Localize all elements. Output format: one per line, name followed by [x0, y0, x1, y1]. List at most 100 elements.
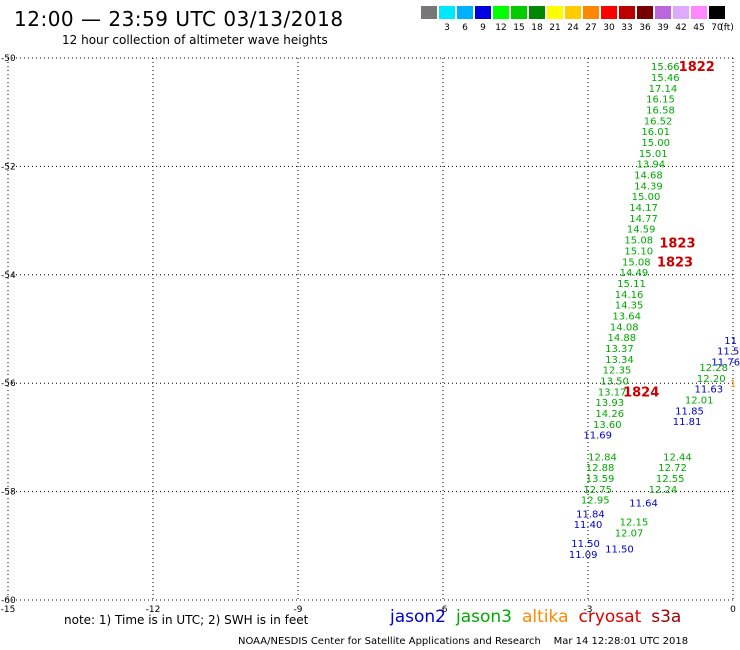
x-tick-label: -9 [294, 605, 303, 615]
wave-height-label-jason3: 13.94 [637, 160, 666, 171]
wave-height-label-jason3: 15.46 [651, 73, 680, 84]
legend-entry-jason2: jason2 [390, 607, 446, 627]
wave-height-label-jason3: 14.39 [634, 181, 663, 192]
colorbar-label: 6 [462, 23, 468, 33]
wave-height-label-jason2: 11.63 [695, 385, 724, 396]
pass-time-label: 1822 [679, 60, 715, 75]
wave-height-label-jason3: 12.95 [581, 496, 610, 507]
legend: jason2 jason3 altika cryosat s3a [390, 607, 691, 627]
legend-entry-altika: altika [522, 607, 569, 627]
colorbar-swatch [511, 6, 527, 19]
wave-height-label-jason3: 16.01 [641, 127, 670, 138]
wave-height-label-jason3: 12.72 [658, 463, 687, 474]
wave-height-label-jason3: 12.28 [699, 363, 728, 374]
colorbar-swatch [529, 6, 545, 19]
wave-height-label-jason3: 12.75 [583, 485, 612, 496]
wave-height-label-jason3: 14.26 [595, 409, 624, 420]
wave-height-label-jason3: 16.58 [646, 105, 675, 116]
wave-height-label-jason3: 13.59 [586, 474, 615, 485]
colorbar-label: 12 [495, 23, 507, 33]
y-tick-label: -52 [1, 162, 16, 172]
colorbar-swatch [565, 6, 581, 19]
wave-height-label-jason3: 15.08 [624, 236, 653, 247]
wave-height-label-jason3: 15.11 [617, 279, 646, 290]
colorbar-label: 27 [585, 23, 597, 33]
wave-height-label-jason3: 13.60 [593, 420, 622, 431]
colorbar-label: 36 [639, 23, 651, 33]
tick-layer: -50 -52 -54 -56 -58 -60-15 -12 -9 -6 -3 0 [1, 54, 736, 615]
annotation-layer: 1822 1823 1823 1824 [623, 60, 715, 400]
wave-height-label-jason3: 12.88 [586, 463, 615, 474]
wave-height-label-jason2: 11.81 [673, 417, 702, 428]
wave-height-label-jason3: 15.00 [632, 192, 661, 203]
wave-height-label-jason3: 16.52 [644, 116, 673, 127]
x-tick-label: -15 [1, 605, 16, 615]
grid-layer [7, 57, 734, 601]
pass-time-label: 1823 [657, 255, 693, 270]
legend-entry-s3a: s3a [651, 607, 682, 627]
chart-title: 12:00 — 23:59 UTC 03/13/2018 [14, 7, 344, 31]
wave-height-label-jason2: 11 [724, 336, 737, 347]
colorbar-swatch [673, 6, 689, 19]
colorbar-label: 45 [693, 23, 705, 33]
wave-height-label-jason2: 11.50 [571, 539, 600, 550]
wave-height-label-jason3: 13.93 [595, 398, 624, 409]
colorbar-swatch [691, 6, 707, 19]
wave-height-label-jason2: 11.69 [583, 431, 612, 442]
colorbar-label: 39 [657, 23, 669, 33]
wave-height-label-jason3: 12.55 [656, 474, 685, 485]
y-tick-label: -56 [1, 379, 16, 389]
wave-height-label-jason2: 11.40 [574, 520, 603, 531]
wave-height-label-jason3: 12.01 [685, 395, 714, 406]
wave-height-label-jason3: 14.88 [608, 333, 637, 344]
wave-height-label-jason3: 13.17 [598, 387, 627, 398]
colorbar-label: 70 [711, 23, 723, 33]
x-tick-label: -6 [439, 605, 448, 615]
wave-height-label-jason3: 12.07 [615, 528, 644, 539]
wave-height-label-jason2: 11.76 [711, 358, 740, 369]
x-tick-label: -12 [146, 605, 161, 615]
colorbar-swatch [709, 6, 725, 19]
colorbar-swatch [439, 6, 455, 19]
wave-height-label-jason2: 11.5 [717, 347, 739, 358]
pass-time-label: 1824 [623, 385, 659, 400]
wave-height-label-jason3: 12.20 [697, 374, 726, 385]
wave-height-label-jason3: 12.24 [649, 485, 678, 496]
footnote: note: 1) Time is in UTC; 2) SWH is in fe… [64, 613, 309, 627]
wave-height-label-jason3: 15.01 [639, 149, 668, 160]
wave-height-label-jason3: 12.84 [588, 452, 617, 463]
colorbar-swatch [475, 6, 491, 19]
y-tick-label: -58 [1, 488, 16, 498]
colorbar-label: 33 [621, 23, 633, 33]
wave-height-label-jason3: 13.50 [600, 376, 629, 387]
wave-height-label-jason3: 14.08 [610, 322, 639, 333]
colorbar-swatch [583, 6, 599, 19]
colorbar-label: 15 [513, 23, 525, 33]
legend-entry-cryosat: cryosat [578, 607, 642, 627]
colorbar-label: 21 [549, 23, 561, 33]
x-tick-label: 0 [730, 605, 736, 615]
colorbar-swatch [493, 6, 509, 19]
wave-height-label-jason3: 17.14 [649, 84, 678, 95]
colorbar-swatch [619, 6, 635, 19]
data-layer: 15.6615.4617.1416.1516.5816.5216.0115.00… [569, 62, 740, 561]
wave-height-label-altika: 1 [730, 379, 736, 390]
colorbar-label: 3 [444, 23, 450, 33]
wave-height-label-jason2: 11.09 [569, 550, 598, 561]
wave-height-label-jason3: 12.44 [663, 452, 692, 463]
wave-height-label-jason3: 14.68 [634, 171, 663, 182]
y-tick-label: -60 [1, 596, 16, 606]
wave-height-label-jason3: 14.17 [629, 203, 658, 214]
wave-height-label-jason3: 13.34 [605, 355, 634, 366]
colorbar-swatch [655, 6, 671, 19]
wave-height-label-jason3: 15.66 [651, 62, 680, 73]
wave-height-label-jason3: 13.37 [605, 344, 634, 355]
wave-height-label-jason3: 15.08 [622, 257, 651, 268]
colorbar-label: 42 [675, 23, 687, 33]
wave-height-label-jason2: 11.64 [629, 498, 658, 509]
wave-height-label-jason3: 14.49 [620, 268, 649, 279]
colorbar-swatch [457, 6, 473, 19]
y-tick-label: -54 [1, 271, 16, 281]
colorbar-label: 30 [603, 23, 615, 33]
